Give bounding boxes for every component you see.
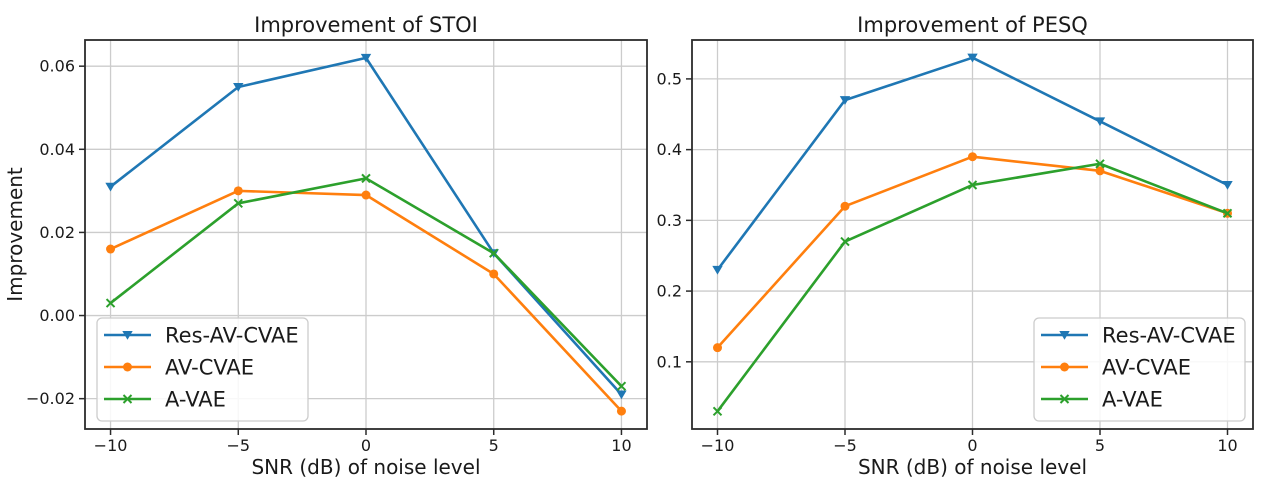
y-tick-label: 0.04	[39, 140, 75, 159]
x-tick-label: −5	[833, 436, 857, 455]
legend-label-av-cvae: AV-CVAE	[1102, 356, 1191, 380]
chart-title: Improvement of PESQ	[857, 13, 1088, 37]
x-axis-label: SNR (dB) of noise level	[251, 455, 480, 479]
x-tick-label: 0	[361, 436, 371, 455]
y-tick-label: 0.06	[39, 57, 75, 76]
circle-marker	[489, 269, 499, 279]
legend-label-a-vae: A-VAE	[165, 388, 226, 412]
chart-improvement-of-stoi: −10 −5 0 5 10 −0.02 0.00 0.02 0.04 0.06 Improvemen…	[3, 13, 648, 479]
x-marker	[105, 298, 116, 308]
x-tick-label: 10	[1217, 436, 1237, 455]
x-axis-label: SNR (dB) of noise level	[858, 455, 1087, 479]
x-marker	[122, 394, 133, 404]
circle-marker	[840, 201, 850, 211]
triangle-down-marker	[616, 390, 627, 400]
legend: Res-AV-CVAE AV-CVAE A-VAE	[1033, 317, 1246, 422]
x-marker	[1222, 208, 1233, 218]
circle-marker	[713, 343, 722, 353]
x-marker	[840, 236, 850, 247]
triangle-down-marker	[839, 96, 851, 105]
legend-box	[1033, 317, 1246, 422]
y-tick-label: 0.3	[657, 211, 682, 230]
y-tick-label: −0.02	[26, 389, 75, 408]
y-tick-label: 0.02	[39, 223, 75, 242]
x-marker	[1095, 159, 1105, 169]
circle-marker	[361, 190, 371, 200]
triangle-down-marker	[1059, 331, 1070, 340]
x-tick-label: 10	[611, 436, 631, 455]
legend-label-res-av-cvae: Res-AV-CVAE	[1102, 324, 1236, 348]
chart-title: Improvement of STOI	[254, 13, 478, 37]
plot-border	[691, 39, 1254, 430]
x-tick-label: 0	[967, 436, 977, 455]
x-tick-label: 5	[1095, 436, 1105, 455]
y-tick-label: 0.00	[39, 306, 75, 325]
circle-marker	[1095, 166, 1105, 176]
legend-label-a-vae: A-VAE	[1102, 388, 1163, 412]
y-tick-label: 0.5	[657, 69, 682, 88]
triangle-down-marker	[712, 265, 723, 275]
triangle-down-marker	[1094, 117, 1106, 127]
circle-marker	[106, 244, 116, 254]
x-marker	[616, 381, 627, 391]
chart-improvement-of-pesq: −10 −5 0 5 10 0.1 0.2 0.3 0.4 0.5 Improvement of P…	[657, 13, 1254, 479]
y-tick-label: 0.4	[657, 140, 682, 159]
triangle-down-marker	[122, 331, 133, 340]
y-tick-label: 0.2	[657, 282, 682, 301]
x-marker	[233, 198, 243, 209]
x-marker	[1059, 394, 1070, 404]
legend-box	[96, 317, 309, 422]
x-tick-label: 5	[489, 436, 499, 455]
x-marker	[489, 248, 499, 258]
plot-border	[84, 39, 648, 430]
y-tick-label: 0.1	[657, 352, 682, 371]
triangle-down-marker	[105, 182, 116, 192]
x-tick-label: −10	[701, 436, 735, 455]
circle-marker	[616, 406, 626, 416]
circle-marker	[1060, 362, 1069, 372]
x-marker	[361, 173, 371, 184]
x-marker	[712, 406, 723, 417]
circle-marker	[233, 186, 243, 196]
x-marker	[967, 180, 978, 190]
circle-marker	[123, 362, 132, 372]
triangle-down-marker	[967, 53, 978, 63]
legend-label-res-av-cvae: Res-AV-CVAE	[165, 324, 299, 348]
legend: Res-AV-CVAE AV-CVAE A-VAE	[96, 317, 309, 422]
triangle-down-marker	[360, 53, 372, 63]
triangle-down-marker	[1222, 180, 1233, 190]
circle-marker	[968, 152, 977, 162]
y-axis-label: Improvement	[3, 167, 27, 302]
x-tick-label: −10	[94, 436, 128, 455]
x-tick-label: −5	[226, 436, 250, 455]
triangle-down-marker	[233, 82, 244, 92]
legend-label-av-cvae: AV-CVAE	[165, 356, 254, 380]
